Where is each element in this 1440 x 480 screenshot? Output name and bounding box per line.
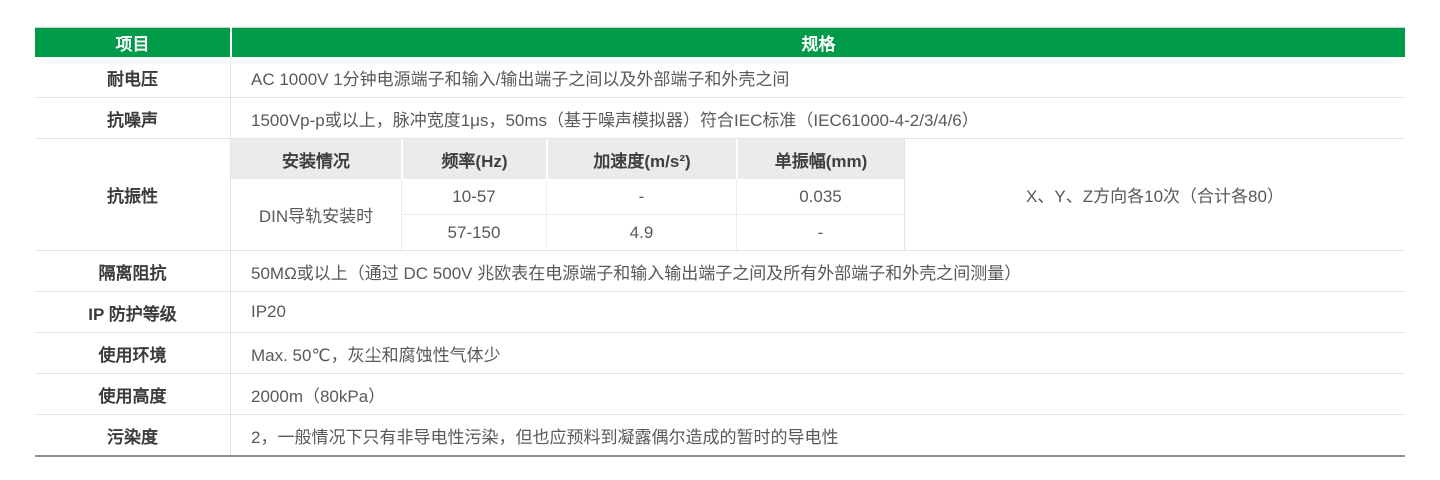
- specification-table: 项目 规格 耐电压 AC 1000V 1分钟电源端子和输入/输出端子之间以及外部…: [35, 27, 1405, 457]
- row-label: 使用环境: [35, 333, 231, 373]
- row-ip-rating: IP 防护等级 IP20: [35, 291, 1405, 332]
- subtable-cell: 0.035: [736, 179, 904, 214]
- row-label: 抗噪声: [35, 98, 231, 138]
- row-label: 使用高度: [35, 374, 231, 414]
- subtable-cell-install: DIN导轨安装时: [258, 207, 374, 226]
- row-label: 隔离阻抗: [35, 251, 231, 291]
- row-withstand-voltage: 耐电压 AC 1000V 1分钟电源端子和输入/输出端子之间以及外部端子和外壳之…: [35, 57, 1405, 97]
- subtable-header-frequency: 频率(Hz): [401, 139, 546, 179]
- subtable-cell: -: [546, 179, 736, 214]
- row-label: IP 防护等级: [35, 292, 231, 332]
- row-vibration-resistance: 抗振性 安装情况 频率(Hz) 加速度(m/s²) 单振幅(mm) DIN导轨安…: [35, 138, 1405, 250]
- row-label: 耐电压: [35, 57, 231, 97]
- row-value: IP20: [251, 302, 286, 321]
- row-noise-immunity: 抗噪声 1500Vp-p或以上，脉冲宽度1μs，50ms（基于噪声模拟器）符合I…: [35, 97, 1405, 138]
- row-label: 污染度: [35, 415, 231, 455]
- row-value: 50MΩ或以上（通过 DC 500V 兆欧表在电源端子和输入输出端子之间及所有外…: [251, 263, 1022, 283]
- column-header-item: 项目: [35, 27, 230, 57]
- subtable-cell: 57-150: [401, 214, 546, 250]
- vibration-note: X、Y、Z方向各10次（合计各80）: [1026, 187, 1284, 206]
- subtable-cell: -: [736, 214, 904, 250]
- table-header-row: 项目 规格: [35, 27, 1405, 57]
- row-value: 2，一般情况下只有非导电性污染，但也应预料到凝露偶尔造成的暂时的导电性: [251, 427, 839, 447]
- vibration-subtable: 安装情况 频率(Hz) 加速度(m/s²) 单振幅(mm) DIN导轨安装时 1…: [231, 139, 905, 250]
- header-divider: [230, 27, 232, 57]
- row-value: Max. 50℃，灰尘和腐蚀性气体少: [251, 345, 501, 365]
- row-pollution-degree: 污染度 2，一般情况下只有非导电性污染，但也应预料到凝露偶尔造成的暂时的导电性: [35, 414, 1405, 455]
- subtable-header-acceleration: 加速度(m/s²): [546, 139, 736, 179]
- column-header-spec: 规格: [232, 27, 1405, 57]
- row-operating-environment: 使用环境 Max. 50℃，灰尘和腐蚀性气体少: [35, 332, 1405, 373]
- subtable-cell: 4.9: [546, 214, 736, 250]
- row-value: AC 1000V 1分钟电源端子和输入/输出端子之间以及外部端子和外壳之间: [251, 69, 790, 89]
- vibration-cell: 安装情况 频率(Hz) 加速度(m/s²) 单振幅(mm) DIN导轨安装时 1…: [231, 139, 1405, 250]
- row-label: 抗振性: [35, 139, 231, 250]
- subtable-header-amplitude: 单振幅(mm): [736, 139, 904, 179]
- row-isolation-resistance: 隔离阻抗 50MΩ或以上（通过 DC 500V 兆欧表在电源端子和输入输出端子之…: [35, 250, 1405, 291]
- subtable-header-installation: 安装情况: [231, 139, 401, 179]
- row-value: 1500Vp-p或以上，脉冲宽度1μs，50ms（基于噪声模拟器）符合IEC标准…: [251, 110, 979, 130]
- row-value: 2000m（80kPa）: [251, 386, 386, 406]
- row-operating-altitude: 使用高度 2000m（80kPa）: [35, 373, 1405, 414]
- subtable-cell: 10-57: [401, 179, 546, 214]
